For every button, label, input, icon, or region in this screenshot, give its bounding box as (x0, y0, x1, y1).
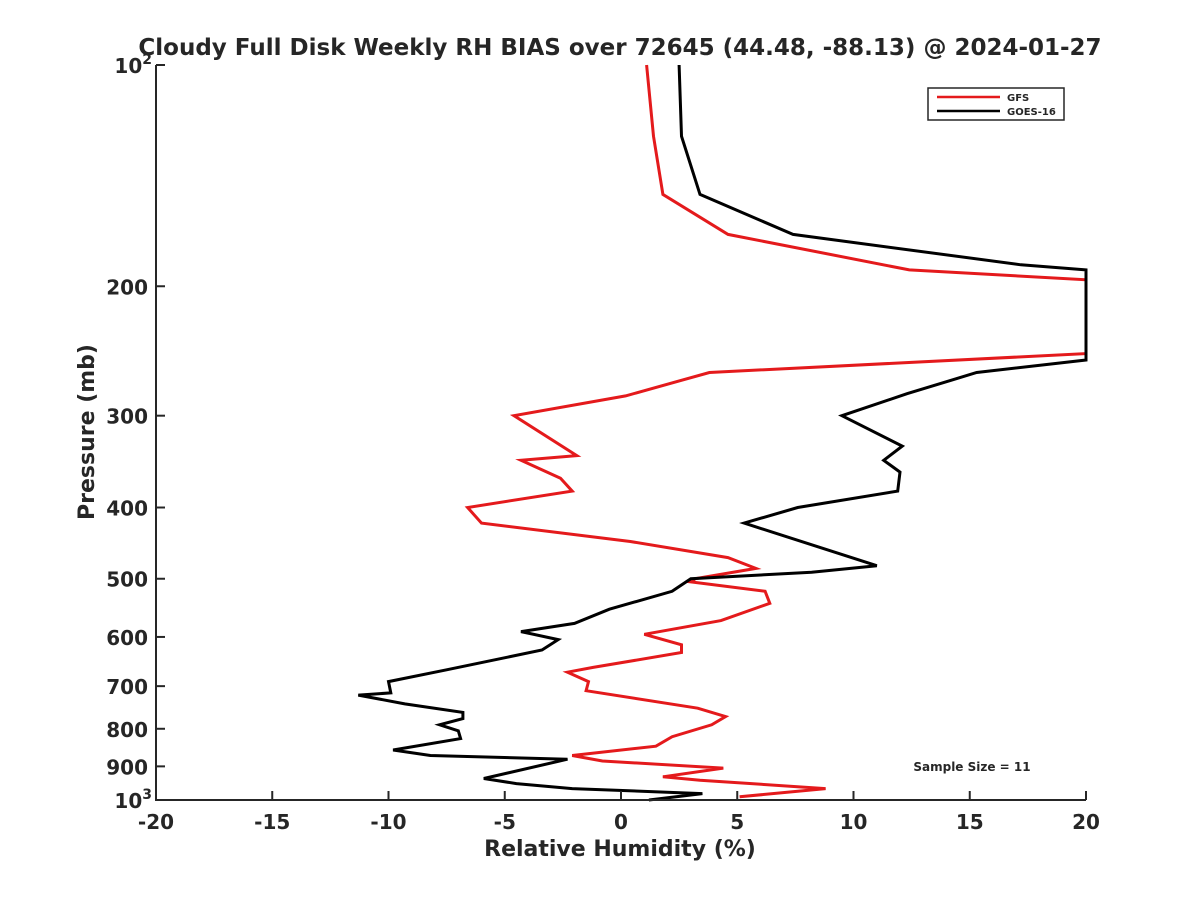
x-tick-label: 20 (1072, 810, 1100, 834)
x-axis-label: Relative Humidity (%) (484, 837, 756, 862)
y-axis-label: Pressure (mb) (75, 344, 100, 520)
y-tick-label: 103 (114, 787, 152, 813)
y-tick-label: 102 (114, 52, 152, 78)
series-line-goes-16 (358, 64, 1088, 802)
y-tick-label: 200 (106, 275, 148, 299)
plot-area (358, 64, 1088, 802)
legend-label-goes-16: GOES-16 (1007, 107, 1056, 118)
y-ticks: 102 200 300 400 500 600 700 800 900 103 (106, 52, 165, 813)
y-tick-label: 700 (106, 675, 148, 699)
y-tick-label: 300 (106, 405, 148, 429)
x-tick-label: -20 (138, 810, 174, 834)
x-tick-label: -10 (370, 810, 406, 834)
x-tick-label: 10 (840, 810, 868, 834)
x-tick-label: -5 (494, 810, 516, 834)
y-tick-label: 900 (106, 755, 148, 779)
y-tick-label: 600 (106, 626, 148, 650)
x-ticks: -20 -15 -10 -5 0 5 10 15 20 (138, 791, 1100, 834)
x-tick-label: 5 (730, 810, 744, 834)
x-tick-label: 0 (614, 810, 628, 834)
y-tick-label: 800 (106, 718, 148, 742)
plot-axes (155, 65, 1086, 801)
x-tick-label: 15 (956, 810, 984, 834)
chart-title: Cloudy Full Disk Weekly RH BIAS over 726… (138, 35, 1101, 61)
y-tick-label: 500 (106, 568, 148, 592)
x-tick-label: -15 (254, 810, 290, 834)
legend-box (927, 87, 1065, 121)
y-tick-label: 400 (106, 497, 148, 521)
legend: GFS GOES-16 (927, 87, 1065, 121)
sample-size-annotation: Sample Size = 11 (913, 760, 1030, 774)
series-line-gfs (464, 64, 1088, 799)
legend-label-gfs: GFS (1007, 93, 1029, 104)
